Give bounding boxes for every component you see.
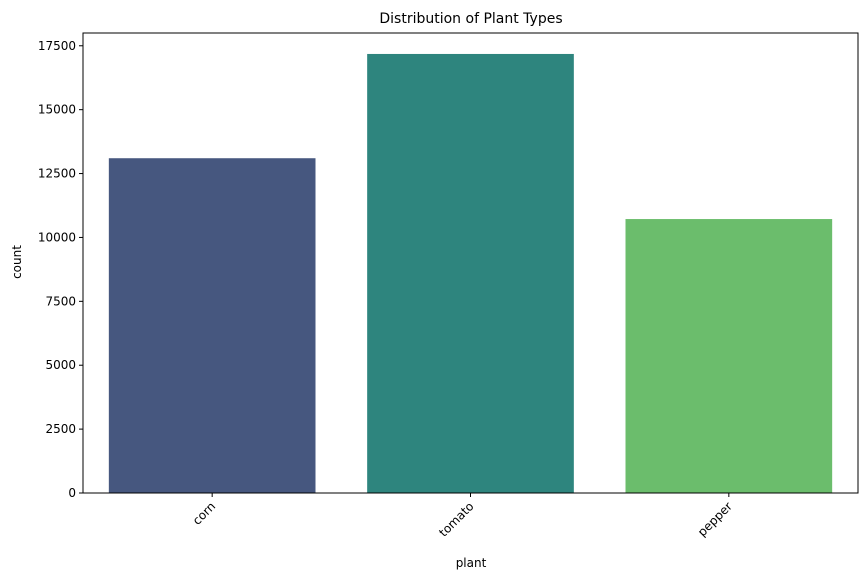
y-tick-label-15000: 15000 (38, 103, 76, 117)
y-tick-label-17500: 17500 (38, 39, 76, 53)
y-tick-label-10000: 10000 (38, 230, 76, 244)
y-tick-label-5000: 5000 (45, 358, 76, 372)
x-tick-label-tomato: tomato (436, 499, 476, 539)
x-axis-label: plant (456, 556, 487, 570)
y-tick-label-12500: 12500 (38, 167, 76, 181)
chart-title: Distribution of Plant Types (379, 11, 562, 27)
bar-tomato (367, 53, 574, 493)
bar-corn (108, 158, 316, 493)
bar-pepper (625, 219, 833, 494)
y-tick-label-0: 0 (68, 486, 76, 500)
y-tick-label-7500: 7500 (45, 294, 76, 308)
y-tick-label-2500: 2500 (45, 422, 76, 436)
plot-frame (82, 32, 859, 494)
x-tick-label-pepper: pepper (695, 499, 735, 539)
y-axis-label: count (10, 245, 24, 279)
x-tick-label-corn: corn (190, 499, 218, 527)
